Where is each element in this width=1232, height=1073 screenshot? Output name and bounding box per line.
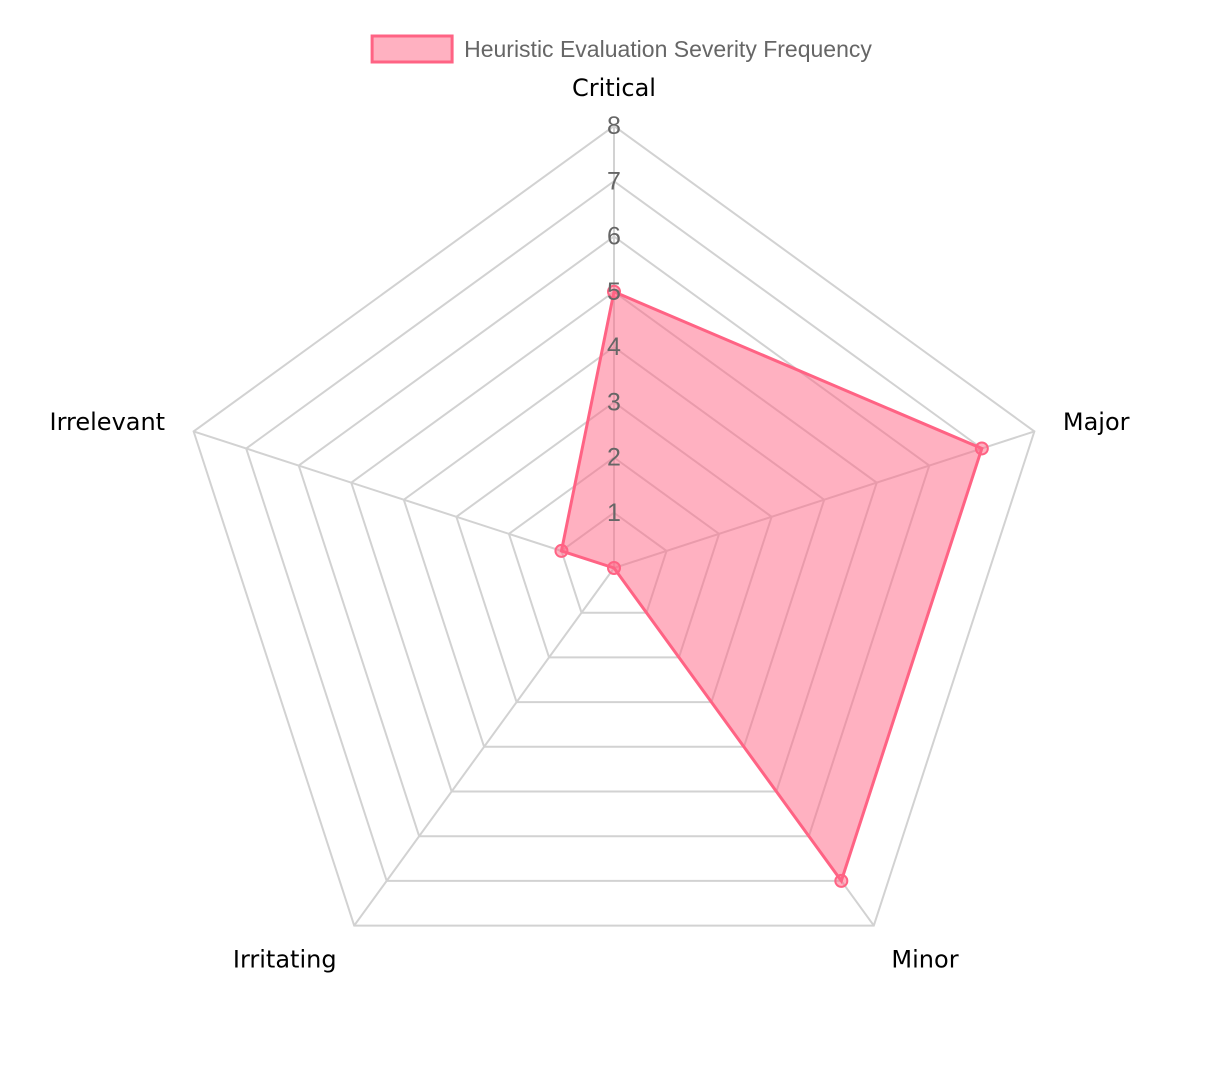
axis-label-irrelevant: Irrelevant bbox=[50, 408, 166, 436]
tick-label-2: 2 bbox=[607, 444, 621, 472]
grid-spoke bbox=[193, 430, 615, 569]
tick-label-5: 5 bbox=[607, 278, 621, 306]
tick-label-8: 8 bbox=[607, 112, 621, 140]
legend-swatch[interactable] bbox=[370, 34, 454, 64]
radar-point-labels: Critical Major Minor Irritating Irrelevant bbox=[50, 74, 1130, 973]
tick-label-6: 6 bbox=[607, 223, 621, 251]
axis-label-critical: Critical bbox=[572, 74, 656, 102]
data-point-major[interactable] bbox=[974, 441, 989, 456]
data-point-critical[interactable] bbox=[607, 284, 621, 299]
tick-label-1: 1 bbox=[607, 499, 621, 527]
series-area bbox=[559, 289, 984, 885]
legend[interactable]: Heuristic Evaluation Severity Frequency bbox=[370, 34, 872, 64]
tick-label-4: 4 bbox=[607, 333, 621, 361]
grid-ring-7 bbox=[245, 180, 983, 882]
radar-ticks: 1 2 3 4 5 6 7 8 bbox=[607, 112, 621, 527]
legend-label[interactable]: Heuristic Evaluation Severity Frequency bbox=[464, 36, 872, 62]
grid-ring-8 bbox=[192, 124, 1036, 927]
data-point-irrelevant[interactable] bbox=[554, 543, 569, 558]
tick-label-7: 7 bbox=[607, 167, 621, 195]
data-point-minor[interactable] bbox=[834, 873, 849, 888]
axis-label-irritating: Irritating bbox=[233, 945, 337, 973]
axis-label-minor: Minor bbox=[891, 945, 958, 973]
tick-label-3: 3 bbox=[607, 388, 621, 416]
axis-label-major: Major bbox=[1063, 408, 1130, 436]
radar-series bbox=[554, 284, 989, 888]
grid-spoke bbox=[353, 567, 615, 927]
data-point-irritating[interactable] bbox=[607, 561, 621, 575]
